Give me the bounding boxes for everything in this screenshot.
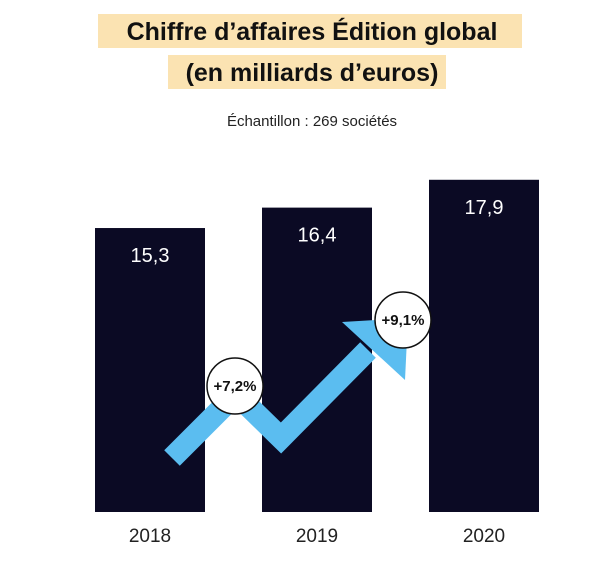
chart-title: Chiffre d’affaires Édition global: [127, 17, 498, 46]
bar: [429, 179, 539, 512]
bars: 15,3 16,4 17,9: [95, 179, 539, 513]
x-tick-label: 2018: [129, 526, 171, 547]
title-highlight: [168, 55, 446, 89]
annotation: +7,2%: [214, 378, 257, 395]
title-highlight: [98, 14, 522, 48]
annotation-circle: [374, 291, 432, 349]
value-label: 16,4: [298, 225, 337, 247]
chart-title: (en milliards d’euros): [186, 59, 439, 87]
chart-subtitle: Échantillon : 269 sociétés: [227, 113, 397, 130]
bar: [95, 228, 205, 513]
value-label: 15,3: [131, 245, 170, 267]
x-tick-label: 2020: [463, 526, 505, 547]
trend-arrow: [164, 342, 376, 466]
value-label: 17,9: [465, 197, 504, 219]
annotation: +9,1%: [382, 312, 425, 329]
x-tick-label: 2019: [296, 526, 338, 547]
annotation-circle: [206, 357, 264, 415]
